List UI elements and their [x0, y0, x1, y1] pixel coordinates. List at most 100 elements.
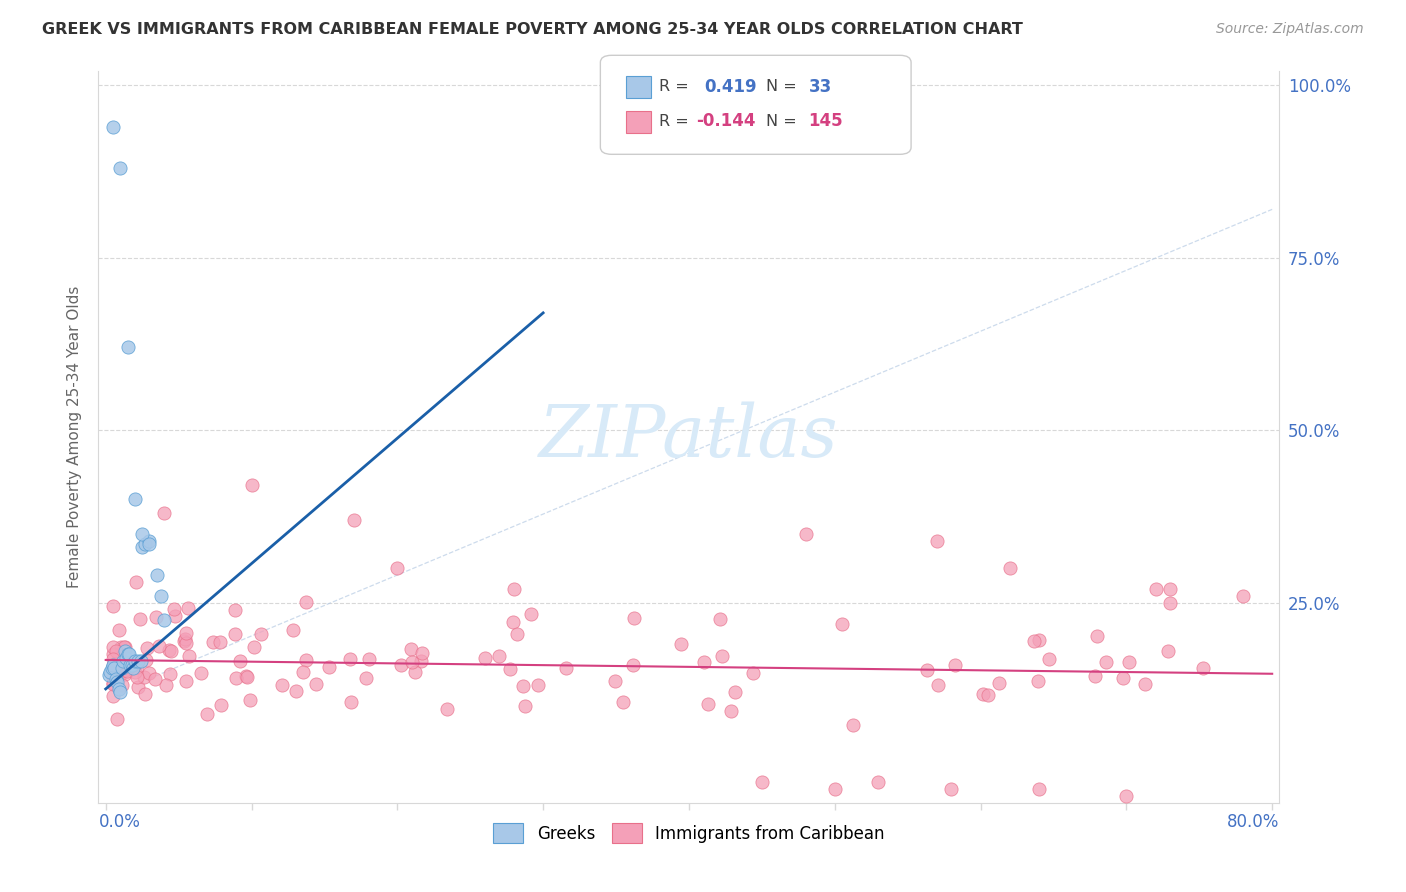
Point	[972, 687, 994, 701]
Point	[741, 665, 763, 680]
Point	[927, 678, 949, 692]
Point	[115, 651, 138, 665]
Point	[387, 561, 409, 575]
Point	[159, 667, 181, 681]
Point	[110, 640, 132, 655]
Point	[498, 662, 520, 676]
Point	[145, 568, 167, 582]
Point	[506, 626, 529, 640]
Point	[153, 506, 176, 520]
Point	[114, 644, 136, 658]
Point	[503, 582, 526, 596]
Point	[134, 537, 156, 551]
Point	[117, 340, 139, 354]
Point	[174, 632, 197, 647]
Point	[520, 607, 543, 622]
Point	[436, 702, 458, 716]
Point	[943, 657, 966, 672]
Point	[1159, 582, 1181, 596]
Y-axis label: Female Poverty Among 25-34 Year Olds: Female Poverty Among 25-34 Year Olds	[67, 286, 83, 588]
Point	[163, 609, 186, 624]
Point	[339, 651, 361, 665]
Point	[101, 647, 124, 661]
Point	[1085, 630, 1108, 644]
Point	[127, 670, 149, 684]
Text: N =: N =	[766, 114, 803, 128]
Point	[1118, 655, 1140, 669]
Point	[224, 603, 246, 617]
Text: ZIPatlas: ZIPatlas	[538, 401, 839, 473]
Point	[138, 537, 160, 551]
Point	[127, 660, 149, 674]
Point	[150, 589, 173, 603]
Point	[148, 640, 170, 654]
Text: R =: R =	[659, 114, 695, 128]
Text: 145: 145	[808, 112, 844, 130]
Point	[724, 685, 747, 699]
Point	[101, 670, 124, 684]
Point	[270, 678, 292, 692]
Point	[401, 655, 423, 669]
Point	[159, 643, 181, 657]
Point	[114, 664, 136, 678]
Text: Source: ZipAtlas.com: Source: ZipAtlas.com	[1216, 22, 1364, 37]
Legend: Greeks, Immigrants from Caribbean: Greeks, Immigrants from Caribbean	[486, 817, 891, 849]
Point	[527, 678, 550, 692]
Point	[1022, 634, 1045, 648]
Point	[97, 668, 120, 682]
Point	[134, 688, 156, 702]
Point	[101, 599, 124, 613]
Point	[111, 678, 134, 692]
Point	[112, 640, 135, 654]
Point	[488, 648, 510, 663]
Point	[108, 623, 131, 637]
Point	[120, 657, 142, 672]
Point	[1095, 655, 1118, 669]
Point	[127, 654, 149, 668]
Point	[157, 643, 180, 657]
Point	[112, 654, 135, 668]
Point	[224, 627, 246, 641]
Point	[474, 651, 496, 665]
Point	[842, 718, 865, 732]
Point	[101, 676, 124, 690]
Point	[110, 685, 132, 699]
Point	[174, 636, 197, 650]
Point	[131, 526, 153, 541]
Point	[153, 613, 176, 627]
Point	[131, 541, 153, 555]
Point	[249, 627, 271, 641]
Point	[195, 707, 218, 722]
Point	[605, 673, 627, 688]
Point	[174, 673, 197, 688]
Point	[831, 616, 853, 631]
Point	[513, 699, 536, 714]
Point	[284, 683, 307, 698]
Point	[988, 676, 1011, 690]
Text: 80.0%: 80.0%	[1227, 814, 1279, 831]
Point	[101, 640, 124, 654]
Point	[115, 664, 138, 678]
Point	[101, 676, 124, 690]
Point	[401, 641, 423, 656]
Point	[1157, 644, 1180, 658]
Point	[105, 712, 128, 726]
Point	[1133, 677, 1156, 691]
Point	[105, 643, 128, 657]
Point	[125, 574, 148, 589]
Point	[342, 513, 364, 527]
Point	[108, 681, 131, 696]
Point	[127, 680, 149, 694]
Point	[671, 638, 693, 652]
Point	[135, 652, 157, 666]
Point	[1192, 661, 1215, 675]
Point	[242, 640, 264, 654]
Point	[225, 671, 247, 685]
Point	[305, 677, 328, 691]
Point	[155, 678, 177, 692]
Point	[720, 704, 742, 718]
Point	[110, 665, 132, 680]
Point	[143, 672, 166, 686]
Point	[105, 675, 128, 690]
Point	[824, 782, 846, 797]
